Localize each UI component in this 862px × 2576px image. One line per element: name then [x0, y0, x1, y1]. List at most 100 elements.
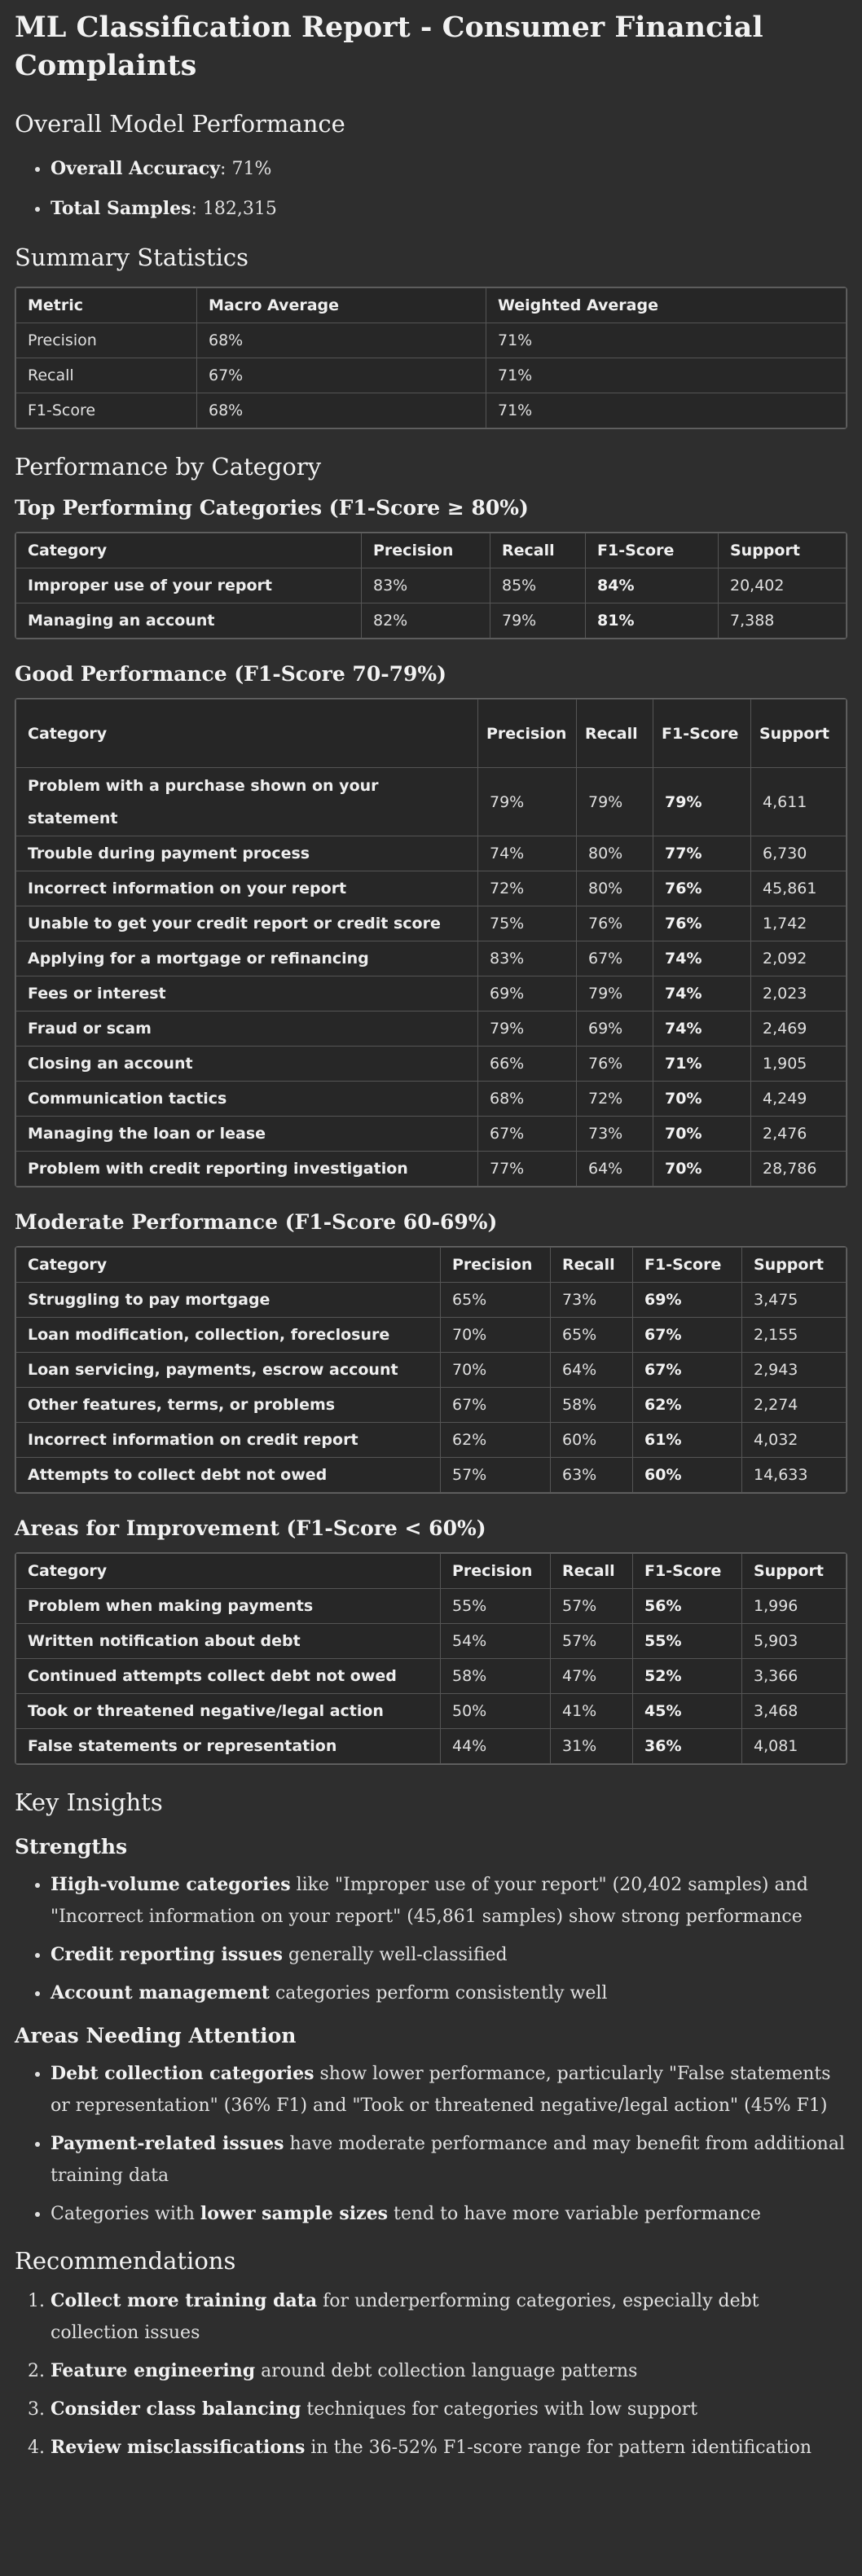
f1-cell: 70%: [653, 1081, 751, 1117]
list-item-text: tend to have more variable performance: [388, 2204, 761, 2224]
list-item-text: have moderate performance and may benefi…: [51, 2134, 845, 2186]
recall-cell: 64%: [550, 1352, 633, 1388]
table-row: False statements or representation 44% 31%…: [15, 1728, 847, 1764]
list-item: Payment-related issues have moderate per…: [51, 2128, 847, 2192]
recall-cell: 64%: [576, 1151, 653, 1187]
support-cell: 2,155: [741, 1317, 847, 1353]
summary-header-metric: Metric: [15, 287, 197, 323]
list-item-bold: Debt collection categories: [51, 2063, 314, 2084]
category-cell: Problem with credit reporting investigat…: [15, 1151, 478, 1187]
support-cell: 20,402: [718, 568, 847, 603]
header-category: Category: [15, 1247, 441, 1283]
category-cell: Trouble during payment process: [15, 836, 478, 871]
category-cell: Other features, terms, or problems: [15, 1387, 441, 1423]
support-cell: 45,861: [750, 871, 847, 906]
header-recall: Recall: [550, 1553, 633, 1589]
summary-cell: 71%: [486, 323, 847, 358]
list-item: Account management categories perform co…: [51, 1977, 847, 2009]
summary-cell: 67%: [196, 358, 486, 393]
attention-list: Debt collection categories show lower pe…: [15, 2058, 847, 2230]
precision-cell: 69%: [477, 976, 577, 1012]
precision-cell: 67%: [477, 1116, 577, 1152]
list-item: High-volume categories like "Improper us…: [51, 1869, 847, 1933]
summary-cell: 71%: [486, 358, 847, 393]
support-cell: 4,611: [750, 767, 847, 836]
header-category: Category: [15, 699, 478, 768]
f1-cell: 61%: [632, 1422, 742, 1458]
header-recall: Recall: [550, 1247, 633, 1283]
recall-cell: 57%: [550, 1588, 633, 1624]
precision-cell: 68%: [477, 1081, 577, 1117]
f1-cell: 84%: [585, 568, 719, 603]
recommendations-list: Collect more training data for underperf…: [15, 2285, 847, 2464]
table-row: Improper use of your report 83% 85% 84% 20,4…: [15, 568, 847, 603]
precision-cell: 66%: [477, 1046, 577, 1082]
precision-cell: 70%: [440, 1317, 551, 1353]
summary-header-row: Metric Macro Average Weighted Average: [15, 287, 847, 323]
total-samples-value: : 182,315: [191, 199, 277, 219]
list-item-text: generally well-classified: [282, 1945, 508, 1965]
table-row: Other features, terms, or problems 67% 58%…: [15, 1387, 847, 1423]
list-item-text: for underperforming categories, especial…: [51, 2291, 759, 2343]
list-item: Collect more training data for underperf…: [51, 2285, 847, 2349]
precision-cell: 74%: [477, 836, 577, 871]
f1-cell: 67%: [632, 1317, 742, 1353]
support-cell: 2,092: [750, 941, 847, 976]
strengths-list: High-volume categories like "Improper us…: [15, 1869, 847, 2009]
category-cell: Improper use of your report: [15, 568, 362, 603]
header-f1: F1-Score: [632, 1247, 742, 1283]
recall-cell: 76%: [576, 906, 653, 941]
list-item: Review misclassifications in the 36-52% …: [51, 2432, 847, 2464]
total-samples-item: Total Samples: 182,315: [51, 193, 847, 225]
category-cell: Struggling to pay mortgage: [15, 1282, 441, 1318]
header-support: Support: [750, 699, 847, 768]
total-samples-label: Total Samples: [51, 198, 191, 219]
recall-cell: 57%: [550, 1623, 633, 1659]
table-row: Problem when making payments 55% 57% 56% 1,9…: [15, 1588, 847, 1624]
precision-cell: 79%: [477, 1011, 577, 1047]
table-row: Incorrect information on credit report 62…: [15, 1422, 847, 1458]
category-cell: Attempts to collect debt not owed: [15, 1457, 441, 1493]
header-category: Category: [15, 533, 362, 568]
list-item-bold: lower sample sizes: [200, 2203, 389, 2224]
moderate-table-frame: Category Precision Recall F1-Score Suppo…: [15, 1246, 847, 1494]
list-item-bold: Collect more training data: [51, 2290, 318, 2311]
support-cell: 2,274: [741, 1387, 847, 1423]
recall-cell: 80%: [576, 871, 653, 906]
precision-cell: 70%: [440, 1352, 551, 1388]
category-cell: Communication tactics: [15, 1081, 478, 1117]
category-cell: Problem when making payments: [15, 1588, 441, 1624]
table-row: Took or threatened negative/legal action…: [15, 1693, 847, 1729]
group-heading-good: Good Performance (F1-Score 70-79%): [15, 662, 446, 686]
support-cell: 1,742: [750, 906, 847, 941]
list-item-bold: Credit reporting issues: [51, 1944, 283, 1965]
category-cell: False statements or representation: [15, 1728, 441, 1764]
f1-cell: 79%: [653, 767, 751, 836]
summary-cell: Precision: [15, 323, 197, 358]
f1-cell: 81%: [585, 603, 719, 639]
table-row: Fees or interest 69% 79% 74% 2,023: [15, 976, 847, 1012]
list-item: Consider class balancing techniques for …: [51, 2394, 847, 2425]
good-category-table: Category Precision Recall F1-Score Suppo…: [15, 699, 847, 1187]
table-header-row: Category Precision Recall F1-Score Suppo…: [15, 1247, 847, 1283]
overall-accuracy-value: : 71%: [220, 159, 272, 179]
list-item-bold: Consider class balancing: [51, 2398, 301, 2420]
header-recall: Recall: [576, 699, 653, 768]
header-precision: Precision: [477, 699, 577, 768]
header-precision: Precision: [361, 533, 490, 568]
support-cell: 2,476: [750, 1116, 847, 1152]
summary-row: Recall 67% 71%: [15, 358, 847, 393]
category-cell: Loan servicing, payments, escrow account: [15, 1352, 441, 1388]
f1-cell: 62%: [632, 1387, 742, 1423]
overall-list: Overall Accuracy: 71% Total Samples: 182…: [15, 153, 847, 225]
category-cell: Managing an account: [15, 603, 362, 639]
recall-cell: 65%: [550, 1317, 633, 1353]
table-row: Fraud or scam 79% 69% 74% 2,469: [15, 1011, 847, 1047]
f1-cell: 67%: [632, 1352, 742, 1388]
category-cell: Written notification about debt: [15, 1623, 441, 1659]
f1-cell: 76%: [653, 871, 751, 906]
table-row: Continued attempts collect debt not owed…: [15, 1658, 847, 1694]
support-cell: 1,996: [741, 1588, 847, 1624]
table-row: Trouble during payment process 74% 80% 77% 6…: [15, 836, 847, 871]
summary-row: F1-Score 68% 71%: [15, 393, 847, 428]
